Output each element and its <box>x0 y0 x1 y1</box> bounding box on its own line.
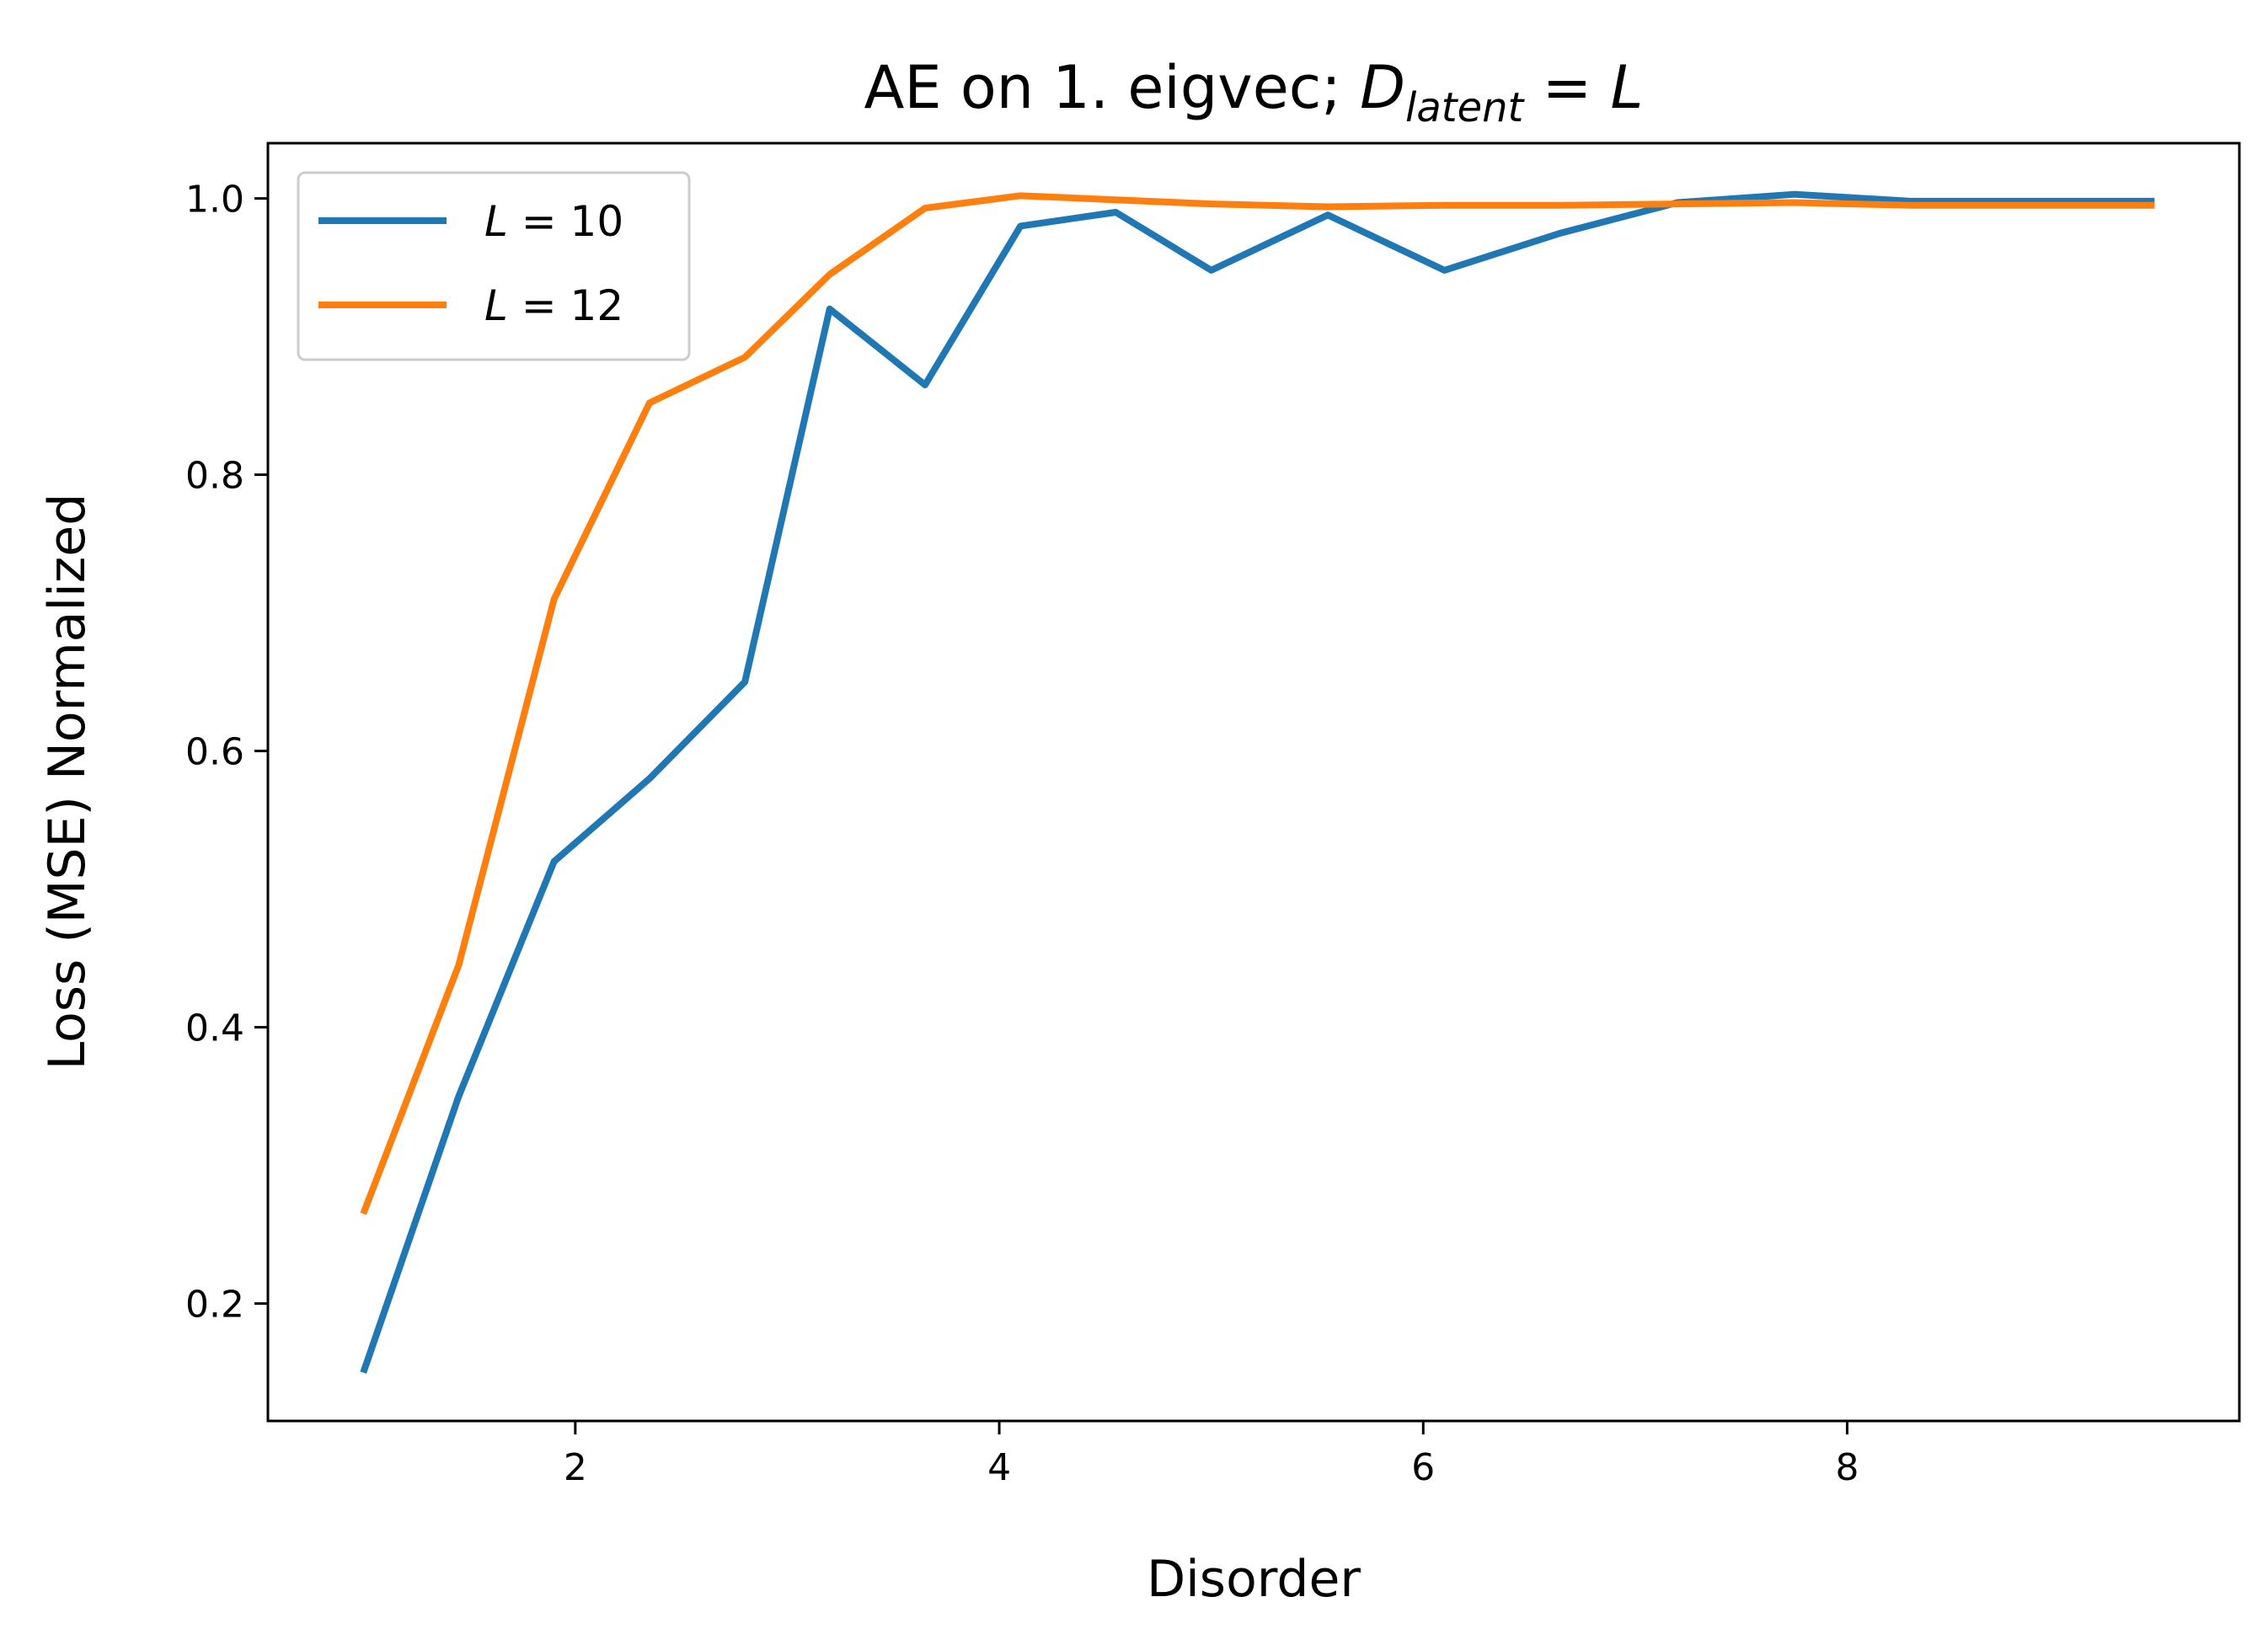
x-axis-ticks: 2 4 6 8 <box>564 1421 1859 1489</box>
x-tick-label: 4 <box>987 1446 1011 1489</box>
series-layer <box>360 190 2155 1374</box>
x-tick-label: 6 <box>1411 1446 1435 1489</box>
plot-frame <box>266 142 2241 1423</box>
series-line-1 <box>360 192 2155 1215</box>
x-tick-label: 2 <box>564 1446 587 1489</box>
legend-label-l10: L = 10 <box>484 197 623 246</box>
y-tick-label: 0.8 <box>185 455 244 498</box>
y-axis-ticks: 0.2 0.4 0.6 0.8 1.0 <box>185 179 268 1327</box>
legend-label-l12: L = 12 <box>484 281 623 330</box>
x-tick-label: 8 <box>1836 1446 1859 1489</box>
y-tick-label: 0.2 <box>185 1284 244 1327</box>
y-tick-label: 0.6 <box>185 731 244 774</box>
series-line-0 <box>360 190 2155 1374</box>
y-tick-label: 0.4 <box>185 1007 244 1050</box>
x-axis-label: Disorder <box>1147 1550 1361 1609</box>
y-axis-label: Loss (MSE) Normalized <box>38 494 97 1071</box>
chart-title: AE on 1. eigvec; Dlatent = L <box>864 53 1643 131</box>
y-tick-label: 1.0 <box>185 179 244 222</box>
legend: L = 10 L = 12 <box>297 171 691 361</box>
